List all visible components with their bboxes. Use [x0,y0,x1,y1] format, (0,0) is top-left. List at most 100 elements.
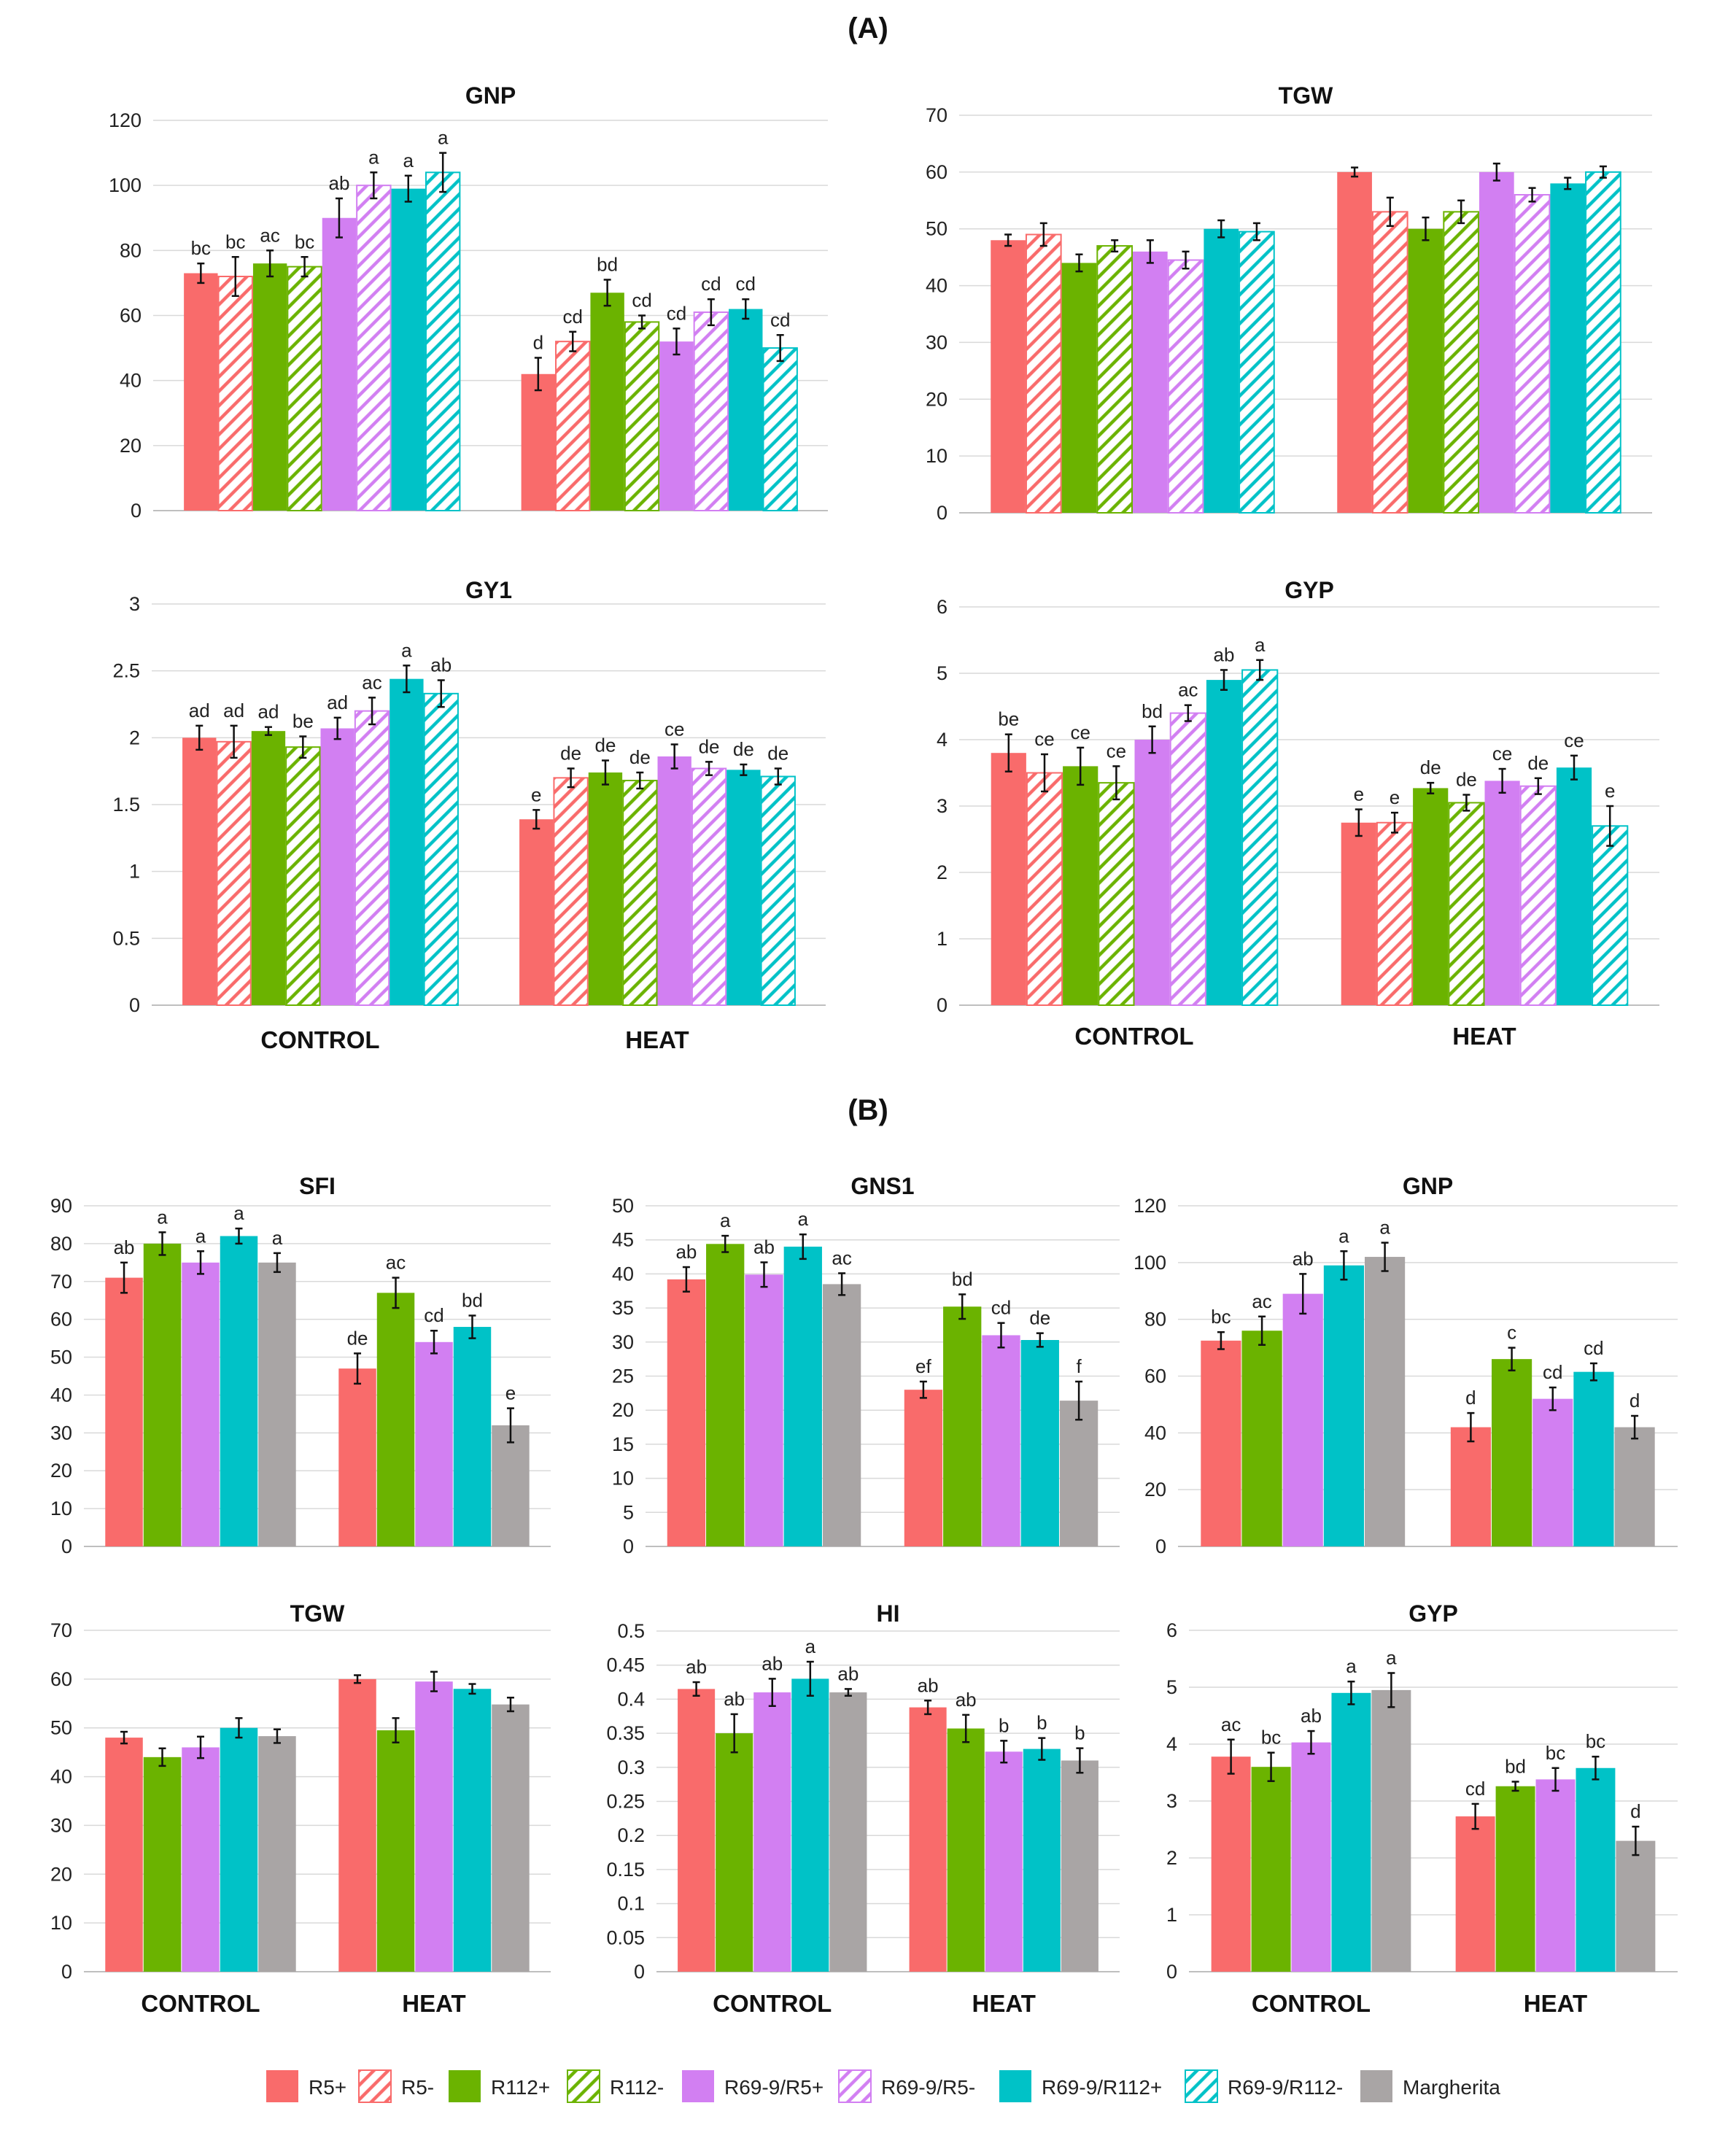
y-tick-label: 120 [1134,1195,1166,1217]
bar-r112 [1413,788,1449,1005]
bar-r69-9-r5 [415,1341,453,1546]
bar-margherita [1616,1840,1656,1972]
bar-r69-9-r5 [415,1681,453,1972]
bar-r69-9-r5 [182,1747,220,1972]
bar-r69-9-r112 [726,770,761,1005]
y-tick-label: 60 [926,161,948,183]
y-tick-label: 0.2 [617,1824,645,1846]
legend-swatch [266,2070,298,2102]
bar-r112 [1251,1767,1291,1972]
significance-letter: ab [675,1241,697,1263]
significance-letter: cd [770,309,790,330]
significance-letter: de [733,738,754,760]
category-label: HEAT [972,1990,1036,2017]
legend-label: R69-9/R5- [881,2076,975,2099]
legend-swatch [999,2070,1031,2102]
y-tick-label: 0 [634,1961,645,1983]
y-tick-label: 20 [120,435,142,457]
significance-letter: be [292,710,314,732]
y-tick-label: 0.1 [617,1893,645,1915]
bar-r112 [1491,1359,1532,1546]
y-tick-label: 120 [109,109,142,131]
bar-r69-9-r112 [220,1236,258,1546]
significance-letter: d [1630,1800,1640,1822]
y-tick-label: 0.3 [617,1757,645,1778]
bar-r5 [105,1277,143,1546]
bar-r69-9-r5 [1134,740,1170,1005]
legend-item-r5: R5+ [266,2070,346,2102]
chart-title: HI [877,1600,900,1627]
bar-r112 [1408,228,1444,513]
significance-letter: cd [424,1304,443,1326]
y-tick-label: 5 [937,662,948,684]
bar-r5 [1341,822,1376,1005]
bar-r5 [678,1689,716,1972]
category-label: CONTROL [713,1990,832,2017]
y-tick-label: 30 [926,331,948,353]
chart-title: TGW [1279,82,1333,109]
bar-r112 [252,263,287,511]
y-tick-label: 15 [612,1433,634,1455]
bar-r69-9-r5 [1479,171,1514,513]
y-tick-label: 0 [1155,1535,1166,1557]
bar-margherita [1365,1257,1406,1546]
bar-r69-9-r5 [1519,785,1557,1006]
bar-r69-9-r112 [1204,228,1239,513]
y-tick-label: 0 [131,500,142,522]
legend-swatch [838,2069,872,2103]
significance-letter: e [531,783,541,805]
bar-r69-9-r112 [1323,1265,1365,1546]
y-tick-label: 0.25 [606,1791,645,1813]
bar-r112 [1063,766,1098,1005]
bar-r69-9-r5 [1535,1779,1576,1972]
significance-letter: ab [328,172,349,194]
bar-r5 [216,740,252,1006]
bar-r5 [1211,1757,1251,1972]
y-tick-label: 1 [1166,1904,1177,1926]
significance-letter: bc [1586,1730,1605,1752]
legend: R5+ R5- R112+ R112- R69-9/R5+ R69-9/R5- R69-9/… [266,2069,1500,2103]
y-tick-label: 50 [50,1347,72,1368]
bar-r5 [1025,233,1062,514]
significance-letter: ac [832,1247,851,1269]
legend-swatch [449,2070,481,2102]
y-tick-label: 40 [612,1263,634,1285]
significance-letter: a [1255,634,1266,656]
bar-margherita [1614,1427,1655,1546]
bar-r69-9-r5 [659,341,694,511]
bar-r69-9-r5 [1514,194,1551,514]
significance-letter: e [1390,786,1400,808]
y-tick-label: 6 [1166,1619,1177,1641]
legend-swatch [682,2070,714,2102]
bar-r5 [1201,1340,1241,1546]
y-tick-label: 30 [50,1422,72,1444]
significance-letter: b [999,1714,1009,1736]
bar-r5 [338,1678,376,1972]
significance-letter: ac [260,224,279,246]
bar-r112 [1495,1786,1535,1972]
bar-r112 [588,772,623,1005]
significance-letter: ad [258,701,279,723]
y-tick-label: 10 [612,1468,634,1490]
bar-r69-9-r112 [791,1678,829,1972]
significance-letter: bc [191,237,211,259]
significance-letter: b [1036,1712,1047,1734]
bar-r5 [667,1279,706,1546]
y-tick-label: 60 [50,1309,72,1331]
significance-letter: be [998,708,1019,730]
bar-r69-9-r112 [425,171,461,511]
y-tick-label: 10 [50,1912,72,1934]
bar-r5 [338,1368,376,1546]
bar-r5 [909,1707,947,1972]
category-label: CONTROL [260,1026,379,1053]
bar-r69-9-r5 [322,217,357,511]
bar-r5 [182,737,217,1005]
significance-letter: de [629,746,651,768]
bar-r112 [251,731,286,1005]
y-tick-label: 20 [1144,1479,1166,1500]
significance-letter: ce [1034,728,1054,750]
